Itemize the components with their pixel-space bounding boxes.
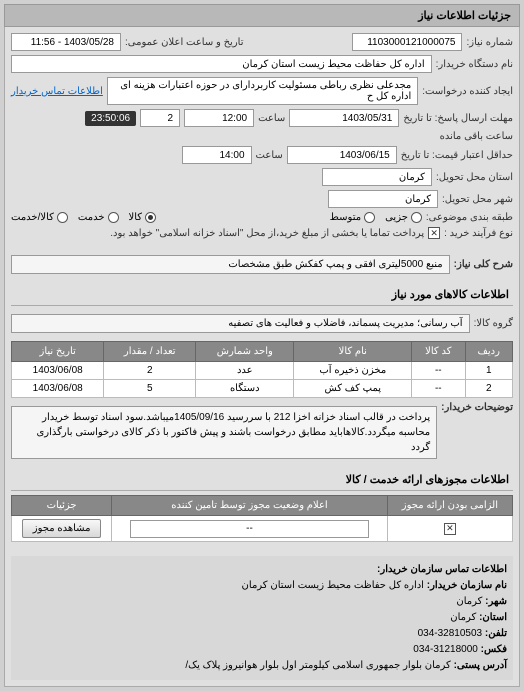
permit-details-cell: مشاهده مجوز [12,516,112,542]
days-left: 2 [140,109,180,127]
goods-table: ردیف کد کالا نام کالا واحد شمارش تعداد /… [11,341,513,398]
overall-need-text: منبع 5000لیتری افقی و پمپ کفکش طبق مشخصا… [11,255,450,274]
overall-need-label: شرح کلی نیاز: [454,259,513,270]
radio-medium[interactable] [364,212,375,223]
contact-org: اداره کل حفاظت محیط زیست استان کرمان [242,580,424,591]
need-number-label: شماره نیاز: [466,37,513,48]
permits-th-1: اعلام وضعیت مجوز توسط تامین کننده [112,496,388,516]
radio-goods-label: کالا [129,212,143,223]
goods-th-5: تاریخ نیاز [12,342,104,362]
table-row: 2 -- پمپ کف کش دستگاه 5 1403/06/08 [12,380,513,398]
radio-partial-label: جزیی [385,212,408,223]
delivery-province-label: استان محل تحویل: [436,172,513,183]
table-row: -- مشاهده مجوز [12,516,513,542]
goods-info-header: اطلاعات کالاهای مورد نیاز [11,282,513,306]
contact-province-label: استان: [479,612,507,623]
time-label-2: ساعت [256,150,283,161]
cell: مخزن ذخیره آب [294,362,412,380]
need-number-value: 1103000121000075 [352,33,462,51]
radio-goods-service-label: کالا/خدمت [11,212,54,223]
remaining-label: ساعت باقی مانده [440,131,513,142]
contact-phone: 32810503-034 [418,628,483,639]
cell: دستگاه [196,380,294,398]
contact-org-label: نام سازمان خریدار: [427,580,507,591]
response-deadline-time: 12:00 [184,109,254,127]
permit-status-cell: -- [112,516,388,542]
contact-province: کرمان [450,612,476,623]
requester-value: مجدعلی نظری رباطی مسئولیت کاربردارای در … [107,77,418,105]
radio-partial[interactable] [411,212,422,223]
goods-th-3: واحد شمارش [196,342,294,362]
radio-service[interactable] [108,212,119,223]
contact-address: کرمان بلوار جمهوری اسلامی کیلومتر اول بل… [185,660,450,671]
cell: 5 [104,380,196,398]
cell: -- [412,362,465,380]
goods-th-4: تعداد / مقدار [104,342,196,362]
contact-fax: 31218000-034 [413,644,478,655]
contact-city-label: شهر: [485,596,507,607]
process-checkbox[interactable] [428,227,440,239]
radio-goods-service[interactable] [57,212,68,223]
cell: 1 [465,362,513,380]
process-note: پرداخت تماما یا بخشی از مبلغ خرید،از محل… [110,228,424,239]
cell: 1403/06/08 [12,362,104,380]
delivery-city-label: شهر محل تحویل: [442,194,513,205]
contact-address-label: آدرس پستی: [454,660,507,671]
goods-th-1: کد کالا [412,342,465,362]
buyer-notes-label: توضیحات خریدار: [441,402,513,413]
validity-deadline-label: حداقل اعتبار قیمت: تا تاریخ [401,150,513,161]
radio-medium-label: متوسط [330,212,361,223]
goods-group-label: گروه کالا: [474,318,513,329]
announce-datetime-label: تاریخ و ساعت اعلان عمومی: [125,37,244,48]
response-deadline-label: مهلت ارسال پاسخ: تا تاریخ [403,113,513,124]
radio-goods[interactable] [145,212,156,223]
cell: عدد [196,362,294,380]
cell: 2 [465,380,513,398]
permits-header: اطلاعات مجوزهای ارائه خدمت / کالا [11,467,513,491]
goods-th-2: نام کالا [294,342,412,362]
process-type-label: نوع فرآیند خرید : [444,228,513,239]
cell: پمپ کف کش [294,380,412,398]
buyer-contact-link[interactable]: اطلاعات تماس خریدار [11,86,103,97]
contact-fax-label: فکس: [481,644,507,655]
contact-block: اطلاعات تماس سازمان خریدار: نام سازمان خ… [11,556,513,680]
delivery-city-value: کرمان [328,190,438,208]
section-title: جزئیات اطلاعات نیاز [418,10,511,22]
goods-th-0: ردیف [465,342,513,362]
details-section-body: شماره نیاز: 1103000121000075 تاریخ و ساع… [4,27,520,687]
budget-radio-group: جزیی متوسط [330,212,422,223]
buyer-org-label: نام دستگاه خریدار: [436,59,513,70]
radio-service-label: خدمت [78,212,105,223]
requester-label: ایجاد کننده درخواست: [422,86,513,97]
cell: -- [412,380,465,398]
buyer-notes-text: پرداخت در قالب اسناد خزانه اخزا 212 با س… [11,406,437,459]
type-radio-group: کالا خدمت کالا/خدمت [11,212,156,223]
permits-th-2: جزئیات [12,496,112,516]
table-row: 1 -- مخزن ذخیره آب عدد 2 1403/06/08 [12,362,513,380]
permits-table: الزامی بودن ارائه مجوز اعلام وضعیت مجوز … [11,495,513,542]
permits-th-0: الزامی بودن ارائه مجوز [387,496,512,516]
delivery-province-value: کرمان [322,168,432,186]
buyer-org-value: اداره کل حفاظت محیط زیست استان کرمان [11,55,432,73]
permit-mandatory-checkbox[interactable] [444,523,456,535]
details-section-header: جزئیات اطلاعات نیاز [4,4,520,27]
announce-datetime-value: 1403/05/28 - 11:56 [11,33,121,51]
contact-phone-label: تلفن: [485,628,507,639]
cell: 1403/06/08 [12,380,104,398]
permit-mandatory-cell [387,516,512,542]
goods-group-value: آب رسانی؛ مدیریت پسماند، فاضلاب و فعالیت… [11,314,470,333]
contact-city: کرمان [456,596,482,607]
view-permit-button[interactable]: مشاهده مجوز [22,519,102,538]
countdown-timer: 23:50:06 [85,111,136,126]
cell: 2 [104,362,196,380]
time-label-1: ساعت [258,113,285,124]
budget-class-label: طبقه بندی موضوعی: [426,212,513,223]
validity-deadline-date: 1403/06/15 [287,146,397,164]
permit-status-select[interactable]: -- [130,520,368,538]
response-deadline-date: 1403/05/31 [289,109,399,127]
validity-deadline-time: 14:00 [182,146,252,164]
